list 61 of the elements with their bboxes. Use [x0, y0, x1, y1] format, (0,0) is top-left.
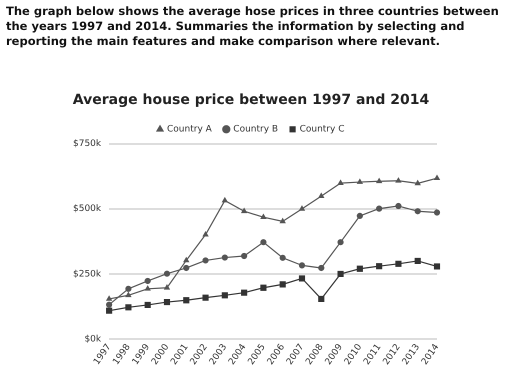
y-tick-label: $500k	[72, 204, 102, 214]
legend-label: Country C	[300, 124, 344, 135]
point	[164, 270, 170, 277]
point	[318, 264, 324, 272]
point	[337, 239, 344, 246]
point	[260, 214, 266, 220]
point	[260, 284, 266, 291]
point	[183, 264, 190, 272]
point	[395, 260, 402, 267]
point	[144, 302, 151, 308]
point	[337, 270, 344, 278]
point	[357, 178, 363, 184]
point	[434, 263, 440, 270]
point	[414, 180, 420, 186]
point	[183, 297, 190, 304]
point	[318, 296, 324, 302]
point	[376, 263, 382, 270]
point	[280, 281, 286, 288]
point	[222, 292, 228, 298]
point	[356, 266, 363, 272]
point	[164, 284, 170, 290]
point	[241, 208, 247, 214]
y-tick-label: $250k	[72, 269, 102, 280]
point	[202, 232, 208, 237]
point	[125, 304, 132, 310]
point	[395, 202, 402, 210]
legend-label: Country A	[167, 124, 213, 135]
point	[376, 178, 382, 184]
point	[106, 308, 112, 314]
point	[144, 286, 150, 291]
point	[202, 294, 209, 301]
point	[222, 197, 228, 202]
point	[241, 252, 248, 260]
point	[184, 257, 190, 262]
point	[299, 206, 305, 211]
point	[106, 296, 112, 301]
point	[202, 257, 209, 264]
point	[164, 299, 170, 306]
point	[396, 178, 402, 183]
point	[222, 254, 228, 261]
point	[434, 175, 440, 180]
text: The graph below shows the average hose prices in three countries between the years 1997 and 2014. Summaries the information by selecting and reporting the main features and make comparison where relevant.	[6, 4, 500, 49]
point	[414, 258, 421, 264]
point	[280, 218, 286, 224]
point	[106, 302, 112, 308]
point	[260, 239, 267, 246]
chart-title: Average house price between 1997 and 2014	[72, 92, 430, 108]
legend-label: Country B	[233, 124, 278, 135]
y-tick-label: $0k	[84, 334, 102, 344]
point	[414, 208, 421, 214]
point	[126, 292, 132, 298]
point	[144, 278, 151, 284]
point	[376, 206, 382, 212]
y-tick-label: $750k	[72, 139, 102, 150]
point	[434, 209, 440, 216]
point	[280, 254, 286, 261]
point	[241, 290, 248, 296]
point	[298, 262, 306, 268]
point	[298, 275, 306, 282]
point	[125, 286, 132, 292]
point	[356, 212, 363, 220]
